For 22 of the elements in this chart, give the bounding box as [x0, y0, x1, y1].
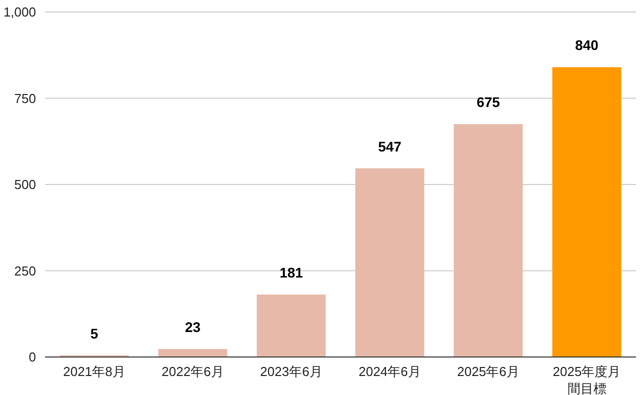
bar: [355, 168, 424, 357]
y-tick-label: 250: [14, 263, 36, 278]
data-label: 5: [90, 325, 98, 342]
x-tick-label: 2025年度月間目標: [552, 364, 621, 395]
bar: [552, 67, 622, 357]
x-tick-label: 2022年6月: [162, 364, 224, 379]
bar: [158, 349, 228, 357]
y-tick-label: 750: [14, 90, 36, 106]
y-tick-label: 500: [14, 177, 36, 192]
x-tick-label: 2023年6月: [260, 364, 322, 379]
data-label: 547: [378, 138, 402, 154]
data-label: 23: [184, 319, 201, 336]
bar: [454, 124, 523, 357]
x-tick-label: 2021年8月: [63, 364, 126, 379]
data-label: 840: [575, 37, 599, 54]
data-label: 181: [280, 264, 304, 281]
x-tick-label: 2025年6月: [457, 364, 520, 379]
data-label: 675: [476, 94, 500, 110]
bar: [256, 294, 326, 357]
y-tick-label: 0: [28, 350, 36, 364]
x-tick-label: 2024年6月: [358, 364, 421, 379]
y-tick-label: 1,000: [3, 4, 36, 20]
